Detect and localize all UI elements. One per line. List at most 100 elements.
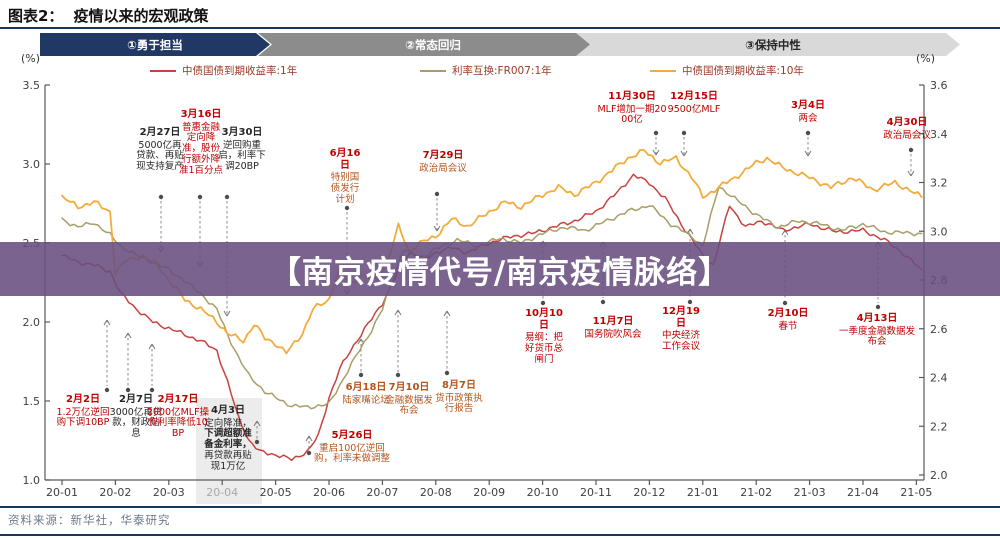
annotation-text: 特别国债发行计划 bbox=[330, 172, 360, 205]
annotation-date: 12月15日 bbox=[670, 91, 718, 102]
svg-text:3.2: 3.2 bbox=[930, 177, 948, 190]
annotation-date: 2月7日 bbox=[119, 394, 153, 405]
annotation-date: 12月19日 bbox=[662, 306, 700, 329]
annotation-text: 两会 bbox=[798, 112, 818, 124]
timeline-phase-3: ③保持中性 bbox=[576, 33, 960, 56]
legend-item-3: 中债国债到期收益率:10年 bbox=[650, 63, 804, 78]
annotation-text: 9500亿MLF bbox=[667, 103, 721, 115]
annotation-3月4日: 3月4日 两会 bbox=[782, 100, 834, 124]
legend-item-1: 中债国债到期收益率:1年 bbox=[150, 63, 297, 78]
annotation-date: 2月27日 bbox=[139, 127, 181, 138]
annotation-2月27日: 2月27日 5000亿再贷款、再贴现支持复产 bbox=[136, 127, 184, 173]
annotation-12月19日: 12月19日 中央经济工作会议 bbox=[660, 306, 702, 353]
annotation-date: 8月7日 bbox=[442, 380, 476, 391]
annotation-10月10日: 10月10日 易纲：把好货币总闸门 bbox=[522, 308, 566, 366]
annotation-2月7日: 2月7日 3000亿再贷款，财政贴息 bbox=[108, 394, 164, 440]
svg-text:20-07: 20-07 bbox=[366, 486, 398, 499]
annotation-date: 3月4日 bbox=[791, 100, 825, 111]
figure-title: 疫情以来的宏观政策 bbox=[73, 7, 209, 25]
legend-label: 利率互换:FR007:1年 bbox=[452, 65, 552, 77]
svg-text:(%): (%) bbox=[916, 52, 935, 65]
annotation-4月3日: 4月3日 定向降准，下调超额准备金利率，再贷款再贴现1万亿 bbox=[202, 405, 254, 473]
legend-line-swatch bbox=[420, 69, 446, 72]
annotation-8月7日: 8月7日 货币政策执行报告 bbox=[434, 380, 484, 415]
annotation-text: 普惠金融定向降准，股份行额外降准1百分点 bbox=[178, 121, 224, 177]
svg-text:20-05: 20-05 bbox=[260, 486, 292, 499]
svg-text:21-01: 21-01 bbox=[687, 486, 719, 499]
timeline-phase-1: ①勇于担当 bbox=[40, 33, 270, 56]
annotation-5月26日: 5月26日 重启100亿逆回购，利率未做调整 bbox=[313, 430, 391, 465]
watermark-text: 【南京疫情代号/南京疫情脉络】 bbox=[269, 254, 731, 291]
series-line-2 bbox=[61, 186, 923, 410]
legend-label: 中债国债到期收益率:10年 bbox=[682, 65, 804, 77]
svg-text:2.6: 2.6 bbox=[930, 323, 948, 336]
annotation-7月10日: 7月10日 金融数据发布会 bbox=[384, 382, 434, 417]
annotation-date: 4月13日 bbox=[856, 313, 898, 324]
source-note: 资料来源：新华社，华泰研究 bbox=[8, 513, 171, 527]
annotation-date: 2月2日 bbox=[66, 394, 100, 405]
svg-text:20-04: 20-04 bbox=[206, 486, 238, 499]
annotation-2月2日: 2月2日 1.2万亿逆回购下调10BP bbox=[56, 394, 110, 429]
svg-text:20-03: 20-03 bbox=[153, 486, 185, 499]
annotation-6月16日: 6月16日 特别国债发行计划 bbox=[328, 148, 362, 206]
annotation-date: 11月7日 bbox=[592, 316, 634, 327]
legend-item-2: 利率互换:FR007:1年 bbox=[420, 63, 552, 78]
svg-text:1.0: 1.0 bbox=[23, 474, 41, 487]
annotation-date: 3月16日 bbox=[180, 109, 222, 120]
annotation-text: 中央经济工作会议 bbox=[661, 330, 700, 352]
annotation-4月13日: 4月13日 一季度金融数据发布会 bbox=[838, 313, 916, 348]
annotation-date: 2月17日 bbox=[157, 394, 199, 405]
annotation-text: 政治局会议 bbox=[883, 129, 931, 141]
annotation-date: 6月16日 bbox=[329, 148, 361, 171]
svg-text:20-08: 20-08 bbox=[420, 486, 452, 499]
annotation-6月18日: 6月18日 陆家嘴论坛 bbox=[338, 382, 394, 406]
svg-text:21-05: 21-05 bbox=[900, 486, 932, 499]
annotation-text: 春节 bbox=[778, 320, 798, 332]
svg-text:2.0: 2.0 bbox=[930, 469, 948, 482]
svg-text:20-06: 20-06 bbox=[313, 486, 345, 499]
svg-text:20-01: 20-01 bbox=[46, 486, 78, 499]
title-divider bbox=[0, 27, 1000, 29]
svg-text:2.4: 2.4 bbox=[930, 372, 948, 385]
annotation-7月29日: 7月29日 政治局会议 bbox=[413, 150, 473, 174]
svg-text:3.0: 3.0 bbox=[930, 225, 948, 238]
annotation-text: 货币政策执行报告 bbox=[435, 392, 483, 415]
annotation-12月15日: 12月15日 9500亿MLF bbox=[662, 91, 726, 115]
annotation-text: 2000亿MLF操作利率降低10BP bbox=[146, 406, 210, 440]
annotation-text: 定向降准，下调超额准备金利率，再贷款再贴现1万亿 bbox=[204, 417, 252, 473]
svg-text:20-12: 20-12 bbox=[633, 486, 665, 499]
chart-legend: 中债国债到期收益率:1年 利率互换:FR007:1年 中债国债到期收益率:10年 bbox=[0, 63, 1000, 79]
svg-text:2.0: 2.0 bbox=[23, 316, 41, 329]
svg-text:3.5: 3.5 bbox=[23, 79, 41, 92]
legend-line-swatch bbox=[150, 69, 176, 72]
annotation-text: 陆家嘴论坛 bbox=[342, 394, 390, 406]
svg-text:21-03: 21-03 bbox=[794, 486, 826, 499]
annotation-date: 5月26日 bbox=[331, 430, 373, 441]
annotation-text: MLF增加一期2000亿 bbox=[597, 103, 667, 126]
annotation-text: 政治局会议 bbox=[419, 162, 467, 174]
annotation-text: 逆回购重启，利率下调20BP bbox=[218, 139, 266, 173]
annotation-date: 2月10日 bbox=[767, 308, 809, 319]
svg-text:20-02: 20-02 bbox=[99, 486, 131, 499]
svg-text:20-10: 20-10 bbox=[527, 486, 559, 499]
annotation-text: 1.2万亿逆回购下调10BP bbox=[56, 406, 110, 429]
svg-text:3.6: 3.6 bbox=[930, 79, 948, 92]
timeline-phase-2: ②常态回归 bbox=[258, 33, 598, 56]
annotation-date: 3月30日 bbox=[221, 127, 263, 138]
policy-phase-timeline: ①勇于担当 ②常态回归 ③保持中性 bbox=[0, 33, 1000, 56]
svg-text:(%): (%) bbox=[21, 52, 40, 65]
annotation-3月16日: 3月16日 普惠金融定向降准，股份行额外降准1百分点 bbox=[178, 109, 224, 177]
annotation-date: 4月3日 bbox=[211, 405, 245, 416]
series-line-3 bbox=[61, 149, 923, 355]
annotation-3月30日: 3月30日 逆回购重启，利率下调20BP bbox=[218, 127, 266, 173]
svg-text:3.0: 3.0 bbox=[23, 158, 41, 171]
annotation-date: 7月10日 bbox=[388, 382, 430, 393]
svg-text:2.2: 2.2 bbox=[930, 420, 948, 433]
annotation-text: 金融数据发布会 bbox=[385, 394, 433, 417]
svg-text:1.5: 1.5 bbox=[23, 395, 41, 408]
watermark-band: 【南京疫情代号/南京疫情脉络】 bbox=[0, 242, 1000, 296]
svg-text:20-11: 20-11 bbox=[580, 486, 612, 499]
footer-divider bbox=[0, 506, 1000, 508]
annotation-11月7日: 11月7日 国务院吹风会 bbox=[578, 316, 648, 340]
